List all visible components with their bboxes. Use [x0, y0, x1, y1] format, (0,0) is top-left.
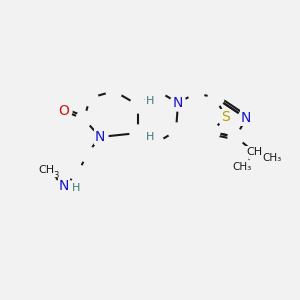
Circle shape	[76, 111, 92, 127]
Text: N: N	[173, 96, 183, 110]
Text: CH: CH	[38, 165, 54, 175]
Text: N: N	[59, 179, 69, 193]
Text: H: H	[146, 96, 154, 106]
Circle shape	[204, 124, 220, 140]
Circle shape	[82, 90, 98, 106]
Circle shape	[130, 97, 146, 113]
Circle shape	[79, 146, 95, 162]
Text: N: N	[241, 111, 251, 125]
Text: CH₃: CH₃	[232, 162, 252, 172]
Circle shape	[42, 164, 58, 180]
Text: S: S	[220, 110, 230, 124]
Circle shape	[92, 129, 108, 145]
Circle shape	[246, 144, 262, 160]
Circle shape	[150, 83, 166, 99]
Circle shape	[170, 95, 186, 111]
Circle shape	[148, 135, 164, 151]
Text: 3: 3	[53, 172, 59, 181]
Text: H: H	[72, 183, 80, 193]
Text: N: N	[95, 130, 105, 144]
Text: CH: CH	[246, 147, 262, 157]
Circle shape	[56, 178, 72, 194]
Circle shape	[188, 85, 204, 101]
Circle shape	[262, 150, 278, 166]
Text: CH₃: CH₃	[262, 153, 282, 163]
Circle shape	[228, 129, 244, 145]
Circle shape	[238, 110, 254, 126]
Circle shape	[236, 159, 252, 175]
Circle shape	[130, 125, 146, 141]
Circle shape	[208, 90, 224, 106]
Circle shape	[106, 83, 122, 99]
Circle shape	[70, 165, 86, 181]
Circle shape	[217, 109, 233, 125]
Circle shape	[56, 103, 72, 119]
Text: O: O	[58, 104, 69, 118]
Text: H: H	[146, 132, 154, 142]
Circle shape	[168, 123, 184, 139]
